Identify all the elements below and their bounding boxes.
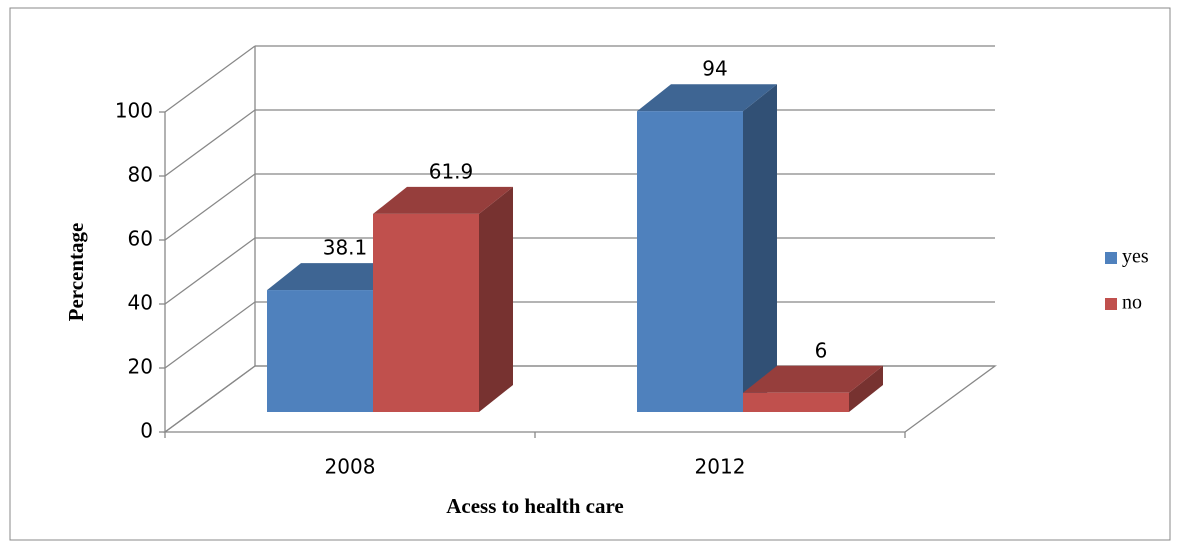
grid-line <box>164 109 256 177</box>
value-label: 61.9 <box>429 159 474 183</box>
x-tick-label: 2008 <box>325 455 376 479</box>
legend-label: yes <box>1122 246 1149 268</box>
legend-label: no <box>1122 292 1142 314</box>
chart-frame <box>9 7 1171 541</box>
x-axis-title: Acess to health care <box>446 494 624 518</box>
bar <box>373 213 479 412</box>
bar <box>637 111 743 412</box>
y-tick-label: 20 <box>128 355 153 379</box>
bar-top <box>267 263 407 291</box>
plot-area: 0 20 40 60 80 100 2008 38.1 61.9 2012 94 6 <box>115 45 997 479</box>
grid-line <box>164 301 256 369</box>
value-label: 6 <box>815 338 828 362</box>
value-label: 94 <box>702 57 727 81</box>
y-tick-label: 80 <box>128 163 153 187</box>
grid-line <box>164 173 256 241</box>
bar-top <box>373 186 513 214</box>
bar-top <box>743 365 883 393</box>
y-tick-label: 0 <box>140 419 153 443</box>
bar-side <box>479 186 513 412</box>
grid-line <box>164 365 256 433</box>
grid-line <box>164 237 256 305</box>
bar-top <box>637 84 777 112</box>
value-label: 38.1 <box>323 236 368 260</box>
legend-swatch <box>1105 252 1117 264</box>
x-tick-label: 2012 <box>695 455 746 479</box>
grid-line <box>164 45 256 113</box>
legend-swatch <box>1105 298 1117 310</box>
y-tick-label: 60 <box>128 227 153 251</box>
bar <box>267 290 373 412</box>
bar <box>743 392 849 412</box>
y-tick-label: 100 <box>115 99 153 123</box>
bar-side <box>849 365 883 412</box>
y-axis-title: Percentage <box>64 223 88 322</box>
y-tick-label: 40 <box>128 291 153 315</box>
bar-side <box>743 84 777 412</box>
